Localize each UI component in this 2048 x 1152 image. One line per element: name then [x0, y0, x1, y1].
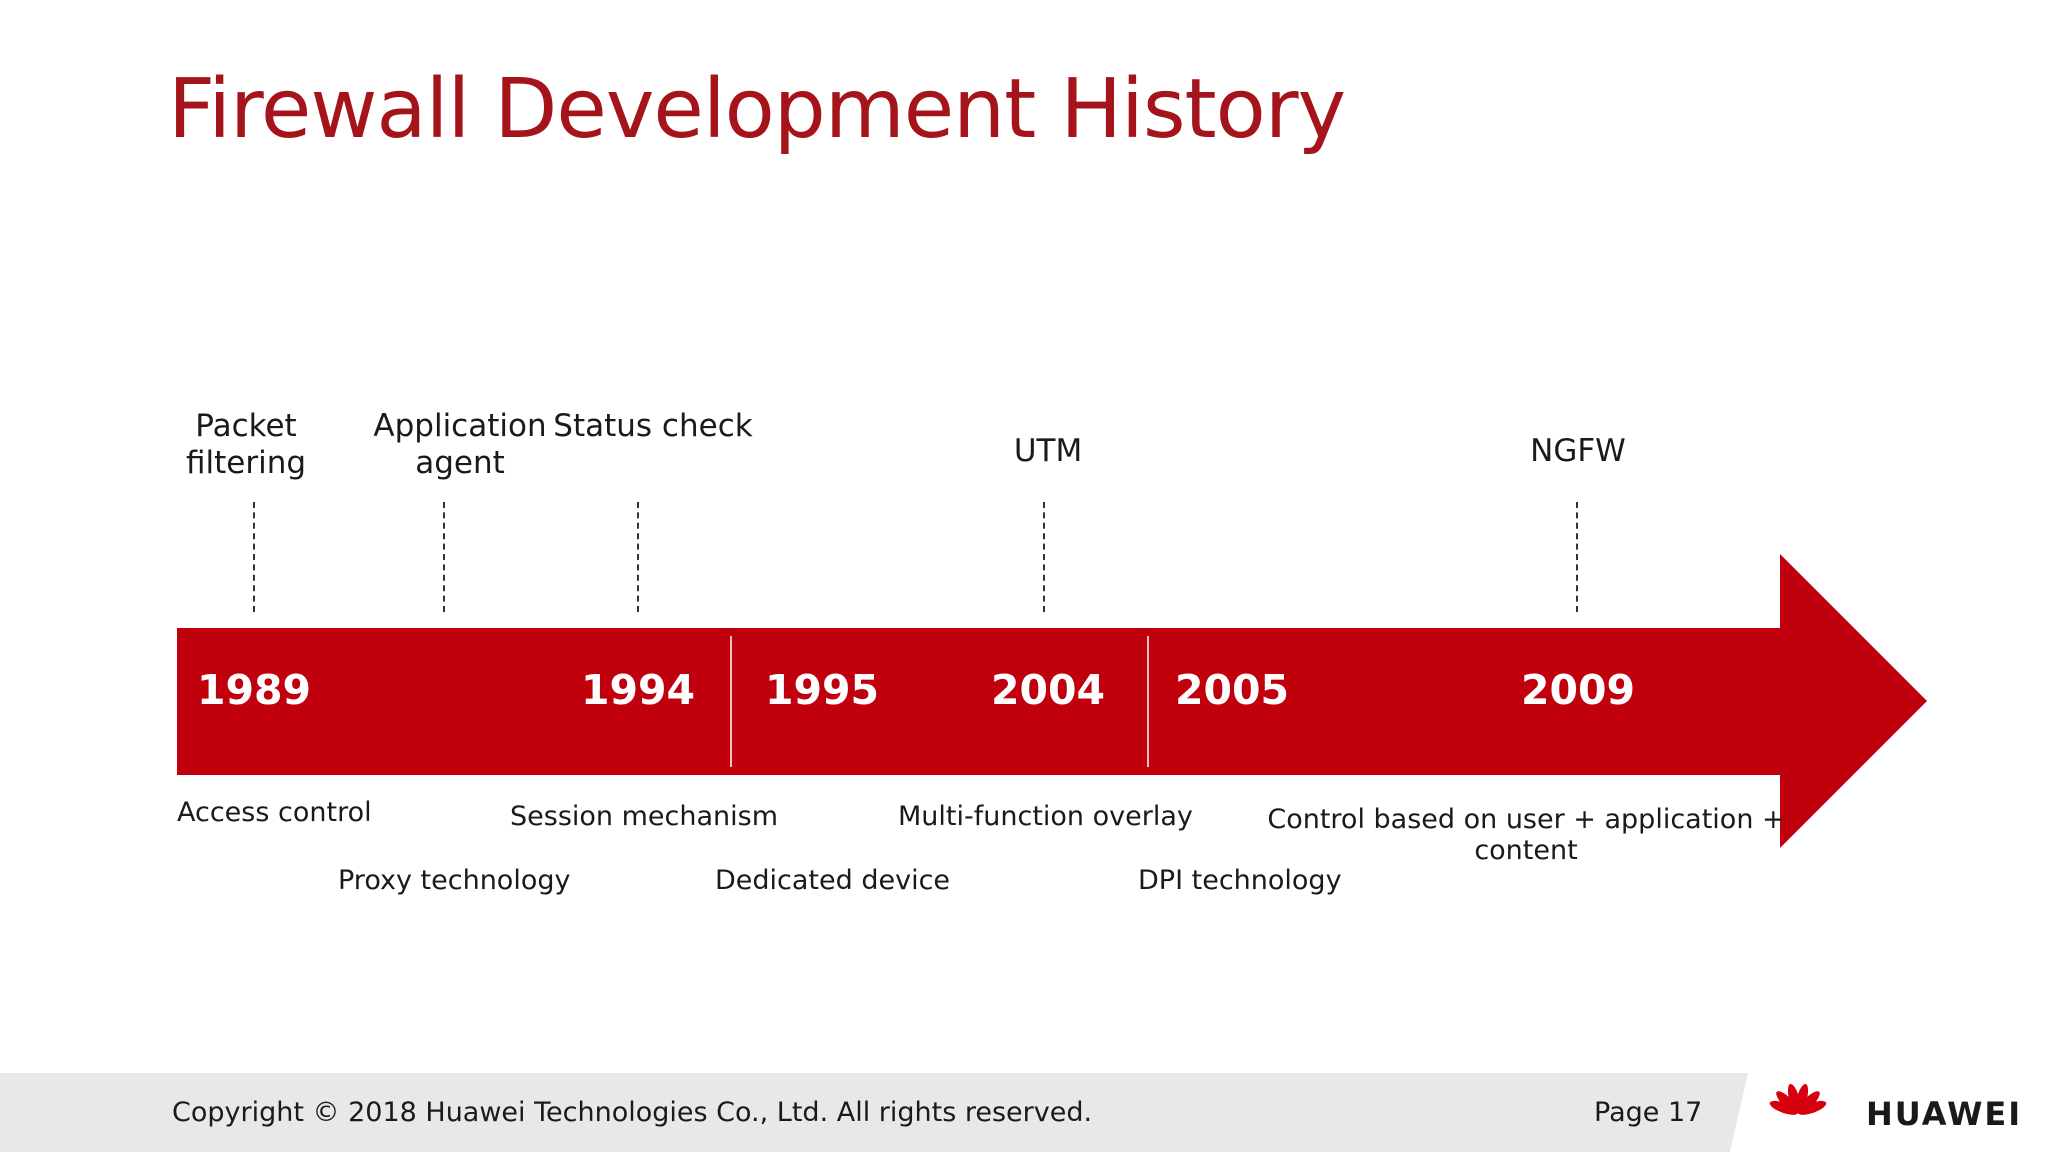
feature-multi-function-overlay: Multi-function overlay — [898, 801, 1193, 832]
milestone-label-ngfw: NGFW — [1530, 433, 1626, 469]
year-2004: 2004 — [990, 666, 1106, 714]
timeline-arrow-shape — [177, 554, 1927, 848]
feature-proxy-technology: Proxy technology — [338, 865, 571, 896]
year-1995: 1995 — [764, 666, 880, 714]
year-2005: 2005 — [1174, 666, 1290, 714]
brand-name: HUAWEI — [1866, 1095, 2023, 1133]
milestone-label-utm: UTM — [1013, 433, 1083, 469]
feature-dpi-technology: DPI technology — [1138, 865, 1342, 896]
year-2009: 2009 — [1520, 666, 1636, 714]
feature-user-application-content-control: Control based on user + application + co… — [1267, 804, 1785, 866]
feature-dedicated-device: Dedicated device — [715, 865, 951, 896]
milestone-connector-1989 — [253, 502, 255, 612]
milestone-label-status-check: Status check — [553, 408, 753, 444]
feature-session-mechanism: Session mechanism — [510, 801, 778, 832]
milestone-label-packet-filtering: Packet filtering — [185, 408, 307, 481]
logo-panel — [1730, 1073, 2048, 1152]
huawei-petal-logo-icon — [1769, 1083, 1827, 1115]
milestone-connector-application-agent — [443, 502, 445, 612]
page-number: Page 17 — [1594, 1097, 1703, 1128]
milestone-connector-1994 — [637, 502, 639, 612]
page-title: Firewall Development History — [168, 62, 1346, 157]
feature-access-control: Access control — [177, 797, 372, 828]
milestone-connector-2004 — [1043, 502, 1045, 612]
footer-bar: Copyright © 2018 Huawei Technologies Co.… — [0, 1073, 2048, 1152]
copyright-text: Copyright © 2018 Huawei Technologies Co.… — [172, 1097, 1093, 1128]
milestone-label-application-agent: Application agent — [373, 408, 547, 481]
milestone-connector-2009 — [1576, 502, 1578, 612]
year-1989: 1989 — [196, 666, 312, 714]
year-1994: 1994 — [580, 666, 696, 714]
